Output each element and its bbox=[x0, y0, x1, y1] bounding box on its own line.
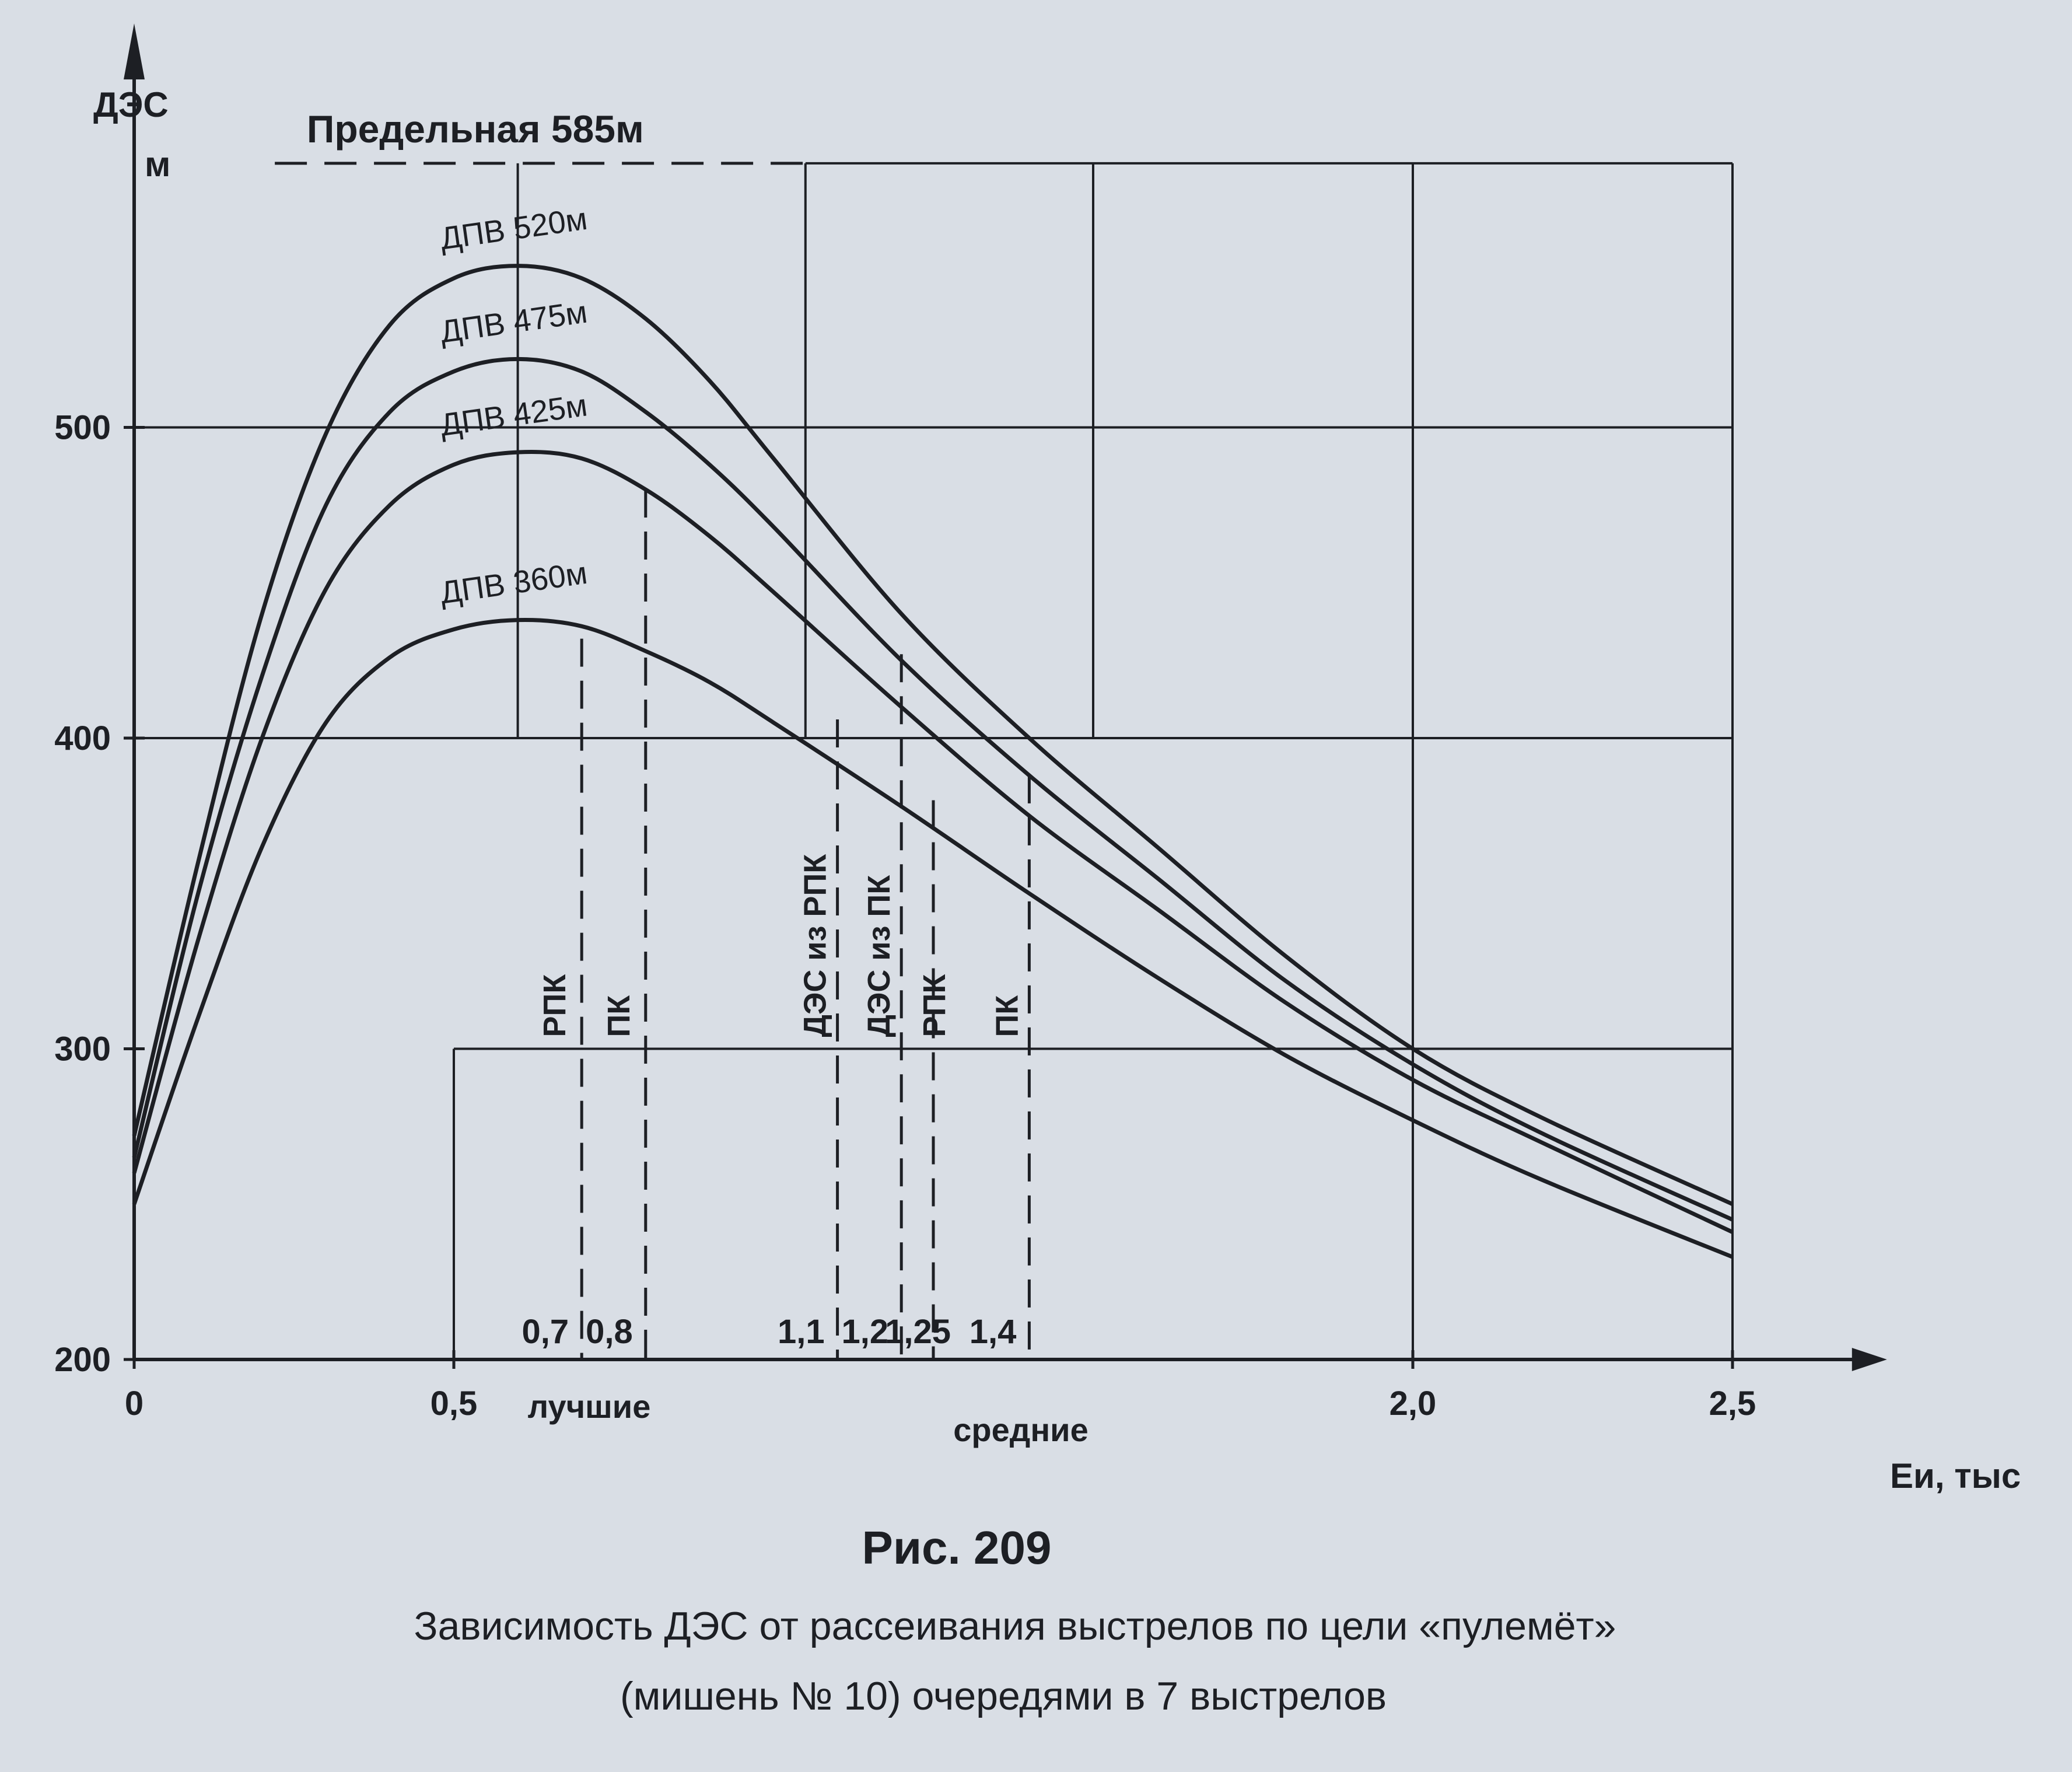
x-tick-label: 0 bbox=[125, 1385, 144, 1423]
y-axis-title: ДЭС bbox=[93, 85, 169, 124]
curve-3 bbox=[132, 450, 1734, 1234]
x-tick-label: 0,5 bbox=[430, 1385, 478, 1423]
labels: ДПВ 520м ДПВ 475м ДПВ 425м ДПВ 360м bbox=[438, 201, 590, 611]
curve-2 bbox=[132, 357, 1734, 1222]
marker-label-5: РПК bbox=[917, 974, 952, 1037]
y-axis-arrow bbox=[124, 23, 145, 80]
x-tick-label: 2,5 bbox=[1709, 1385, 1756, 1423]
curve-label-3: ДПВ 425м bbox=[438, 387, 590, 443]
curves bbox=[132, 264, 1734, 1259]
marker-tick-label: 0,7 bbox=[522, 1313, 569, 1351]
y-tick-label: 400 bbox=[54, 719, 111, 757]
curve-1 bbox=[132, 264, 1734, 1206]
marker-label-6: ПК bbox=[989, 995, 1024, 1037]
marker-label-1: РПК bbox=[537, 974, 572, 1037]
figure-number: Рис. 209 bbox=[862, 1522, 1052, 1574]
group-label-best: лучшие bbox=[528, 1388, 651, 1425]
grid bbox=[134, 162, 1734, 1359]
caption-line-2: (мишень № 10) очередями в 7 выстрелов bbox=[620, 1674, 1387, 1718]
marker-tick-label: 0,8 bbox=[586, 1313, 633, 1351]
limit-line-group: Предельная 585м bbox=[275, 107, 806, 165]
y-tick-label: 300 bbox=[54, 1030, 111, 1068]
marker-label-3: ДЭС из РПК bbox=[798, 854, 833, 1037]
marker-tick-label: 1,25 bbox=[885, 1313, 951, 1351]
limit-line-label: Предельная 585м bbox=[307, 107, 644, 151]
x-axis-title: Eи, тыс bbox=[1890, 1456, 2021, 1495]
x-tick-label: 2,0 bbox=[1390, 1385, 1437, 1423]
curve-label-4: ДПВ 360м bbox=[438, 555, 590, 611]
curve-4 bbox=[132, 617, 1734, 1259]
marker-lines: 0,7 РПК 0,8 ПК 1,1 ДЭС из РПК 1,2 ДЭС из ПК 1,25… bbox=[522, 490, 1031, 1359]
group-label-medium: средние bbox=[953, 1411, 1088, 1448]
marker-tick-label: 1,4 bbox=[970, 1313, 1017, 1351]
curve-label-2: ДПВ 475м bbox=[438, 295, 590, 350]
y-tick-label: 500 bbox=[54, 409, 111, 447]
y-axis-unit: м bbox=[145, 145, 170, 184]
marker-label-4: ДЭС из ПК bbox=[862, 875, 897, 1037]
axes: 200 300 400 500 0 0,5 2,0 2,5 bbox=[54, 23, 1887, 1423]
y-tick-label: 200 bbox=[54, 1341, 111, 1379]
marker-tick-label: 1,1 bbox=[778, 1313, 825, 1351]
x-axis-arrow bbox=[1852, 1348, 1887, 1371]
marker-label-2: ПК bbox=[601, 995, 636, 1037]
marker-tick-label: 1,2 bbox=[842, 1313, 889, 1351]
curve-label-1: ДПВ 520м bbox=[438, 201, 590, 257]
caption-line-1: Зависимость ДЭС от рассеивания выстрелов… bbox=[414, 1604, 1616, 1648]
